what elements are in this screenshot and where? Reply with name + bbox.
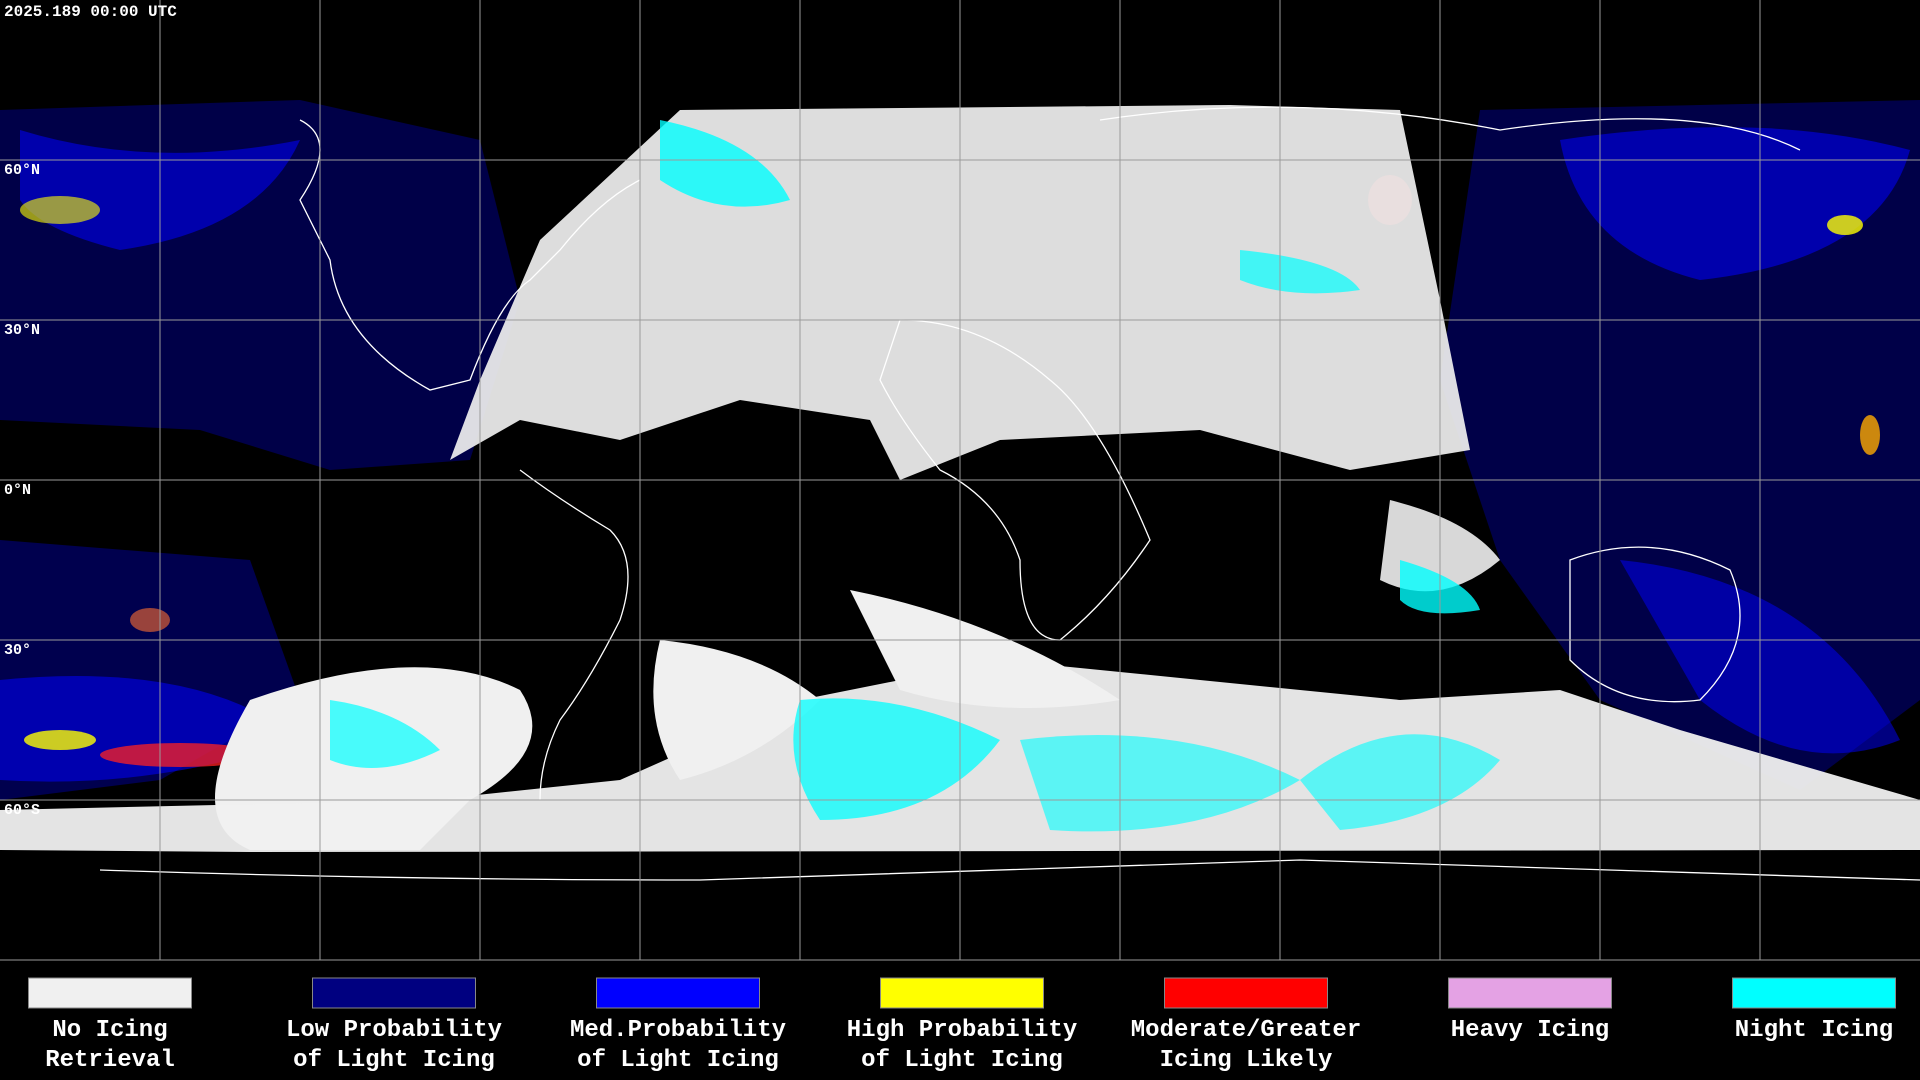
legend-label: Retrieval — [45, 1047, 175, 1074]
latitude-label: 30° — [4, 642, 31, 659]
legend-swatch — [1164, 977, 1328, 1009]
legend-label: Moderate/Greater — [1131, 1017, 1361, 1044]
latitude-label: 0°N — [4, 482, 31, 499]
legend-label: of Light Icing — [293, 1047, 495, 1074]
legend-item: Med.Probability of Light Icing — [570, 977, 786, 1074]
legend-item: High Probability of Light Icing — [847, 977, 1077, 1074]
legend-swatch — [880, 977, 1044, 1009]
legend-item: Night Icing — [1732, 977, 1896, 1044]
latitude-label: 60°S — [4, 802, 40, 819]
timestamp: 2025.189 00:00 UTC — [4, 3, 177, 21]
night-icing-area — [330, 120, 1500, 832]
legend-item: Low Probability of Light Icing — [286, 977, 502, 1074]
latitude-label: 60°N — [4, 162, 40, 179]
legend-label: Icing Likely — [1160, 1047, 1333, 1074]
legend-label: Heavy Icing — [1451, 1017, 1609, 1044]
legend-item: Moderate/Greater Icing Likely — [1131, 977, 1361, 1074]
legend-label: High Probability — [847, 1017, 1077, 1044]
high-probability-area — [20, 196, 1880, 750]
graticule — [0, 0, 1920, 961]
legend-label: of Light Icing — [577, 1047, 779, 1074]
legend-swatch — [312, 977, 476, 1009]
legend: No Icing Retrieval Low Probability of Light… — [28, 977, 1896, 1074]
legend-swatch — [1732, 977, 1896, 1009]
legend-label: Low Probability — [286, 1017, 502, 1044]
legend-item: Heavy Icing — [1448, 977, 1612, 1044]
coastlines — [99, 106, 1920, 881]
legend-label: Night Icing — [1735, 1017, 1893, 1044]
legend-swatch — [596, 977, 760, 1009]
legend-label: No Icing — [52, 1017, 167, 1044]
legend-item: No Icing Retrieval — [28, 977, 192, 1074]
legend-label: of Light Icing — [861, 1047, 1063, 1074]
legend-label: Med.Probability — [570, 1017, 786, 1044]
low-probability-area — [0, 100, 1920, 800]
legend-swatch — [1448, 977, 1612, 1009]
legend-swatch — [28, 977, 192, 1009]
latitude-label: 30°N — [4, 322, 40, 339]
map: 60°N 30°N 0°N 30° 60°S — [0, 0, 1920, 961]
latitude-labels: 60°N 30°N 0°N 30° 60°S — [4, 162, 40, 819]
